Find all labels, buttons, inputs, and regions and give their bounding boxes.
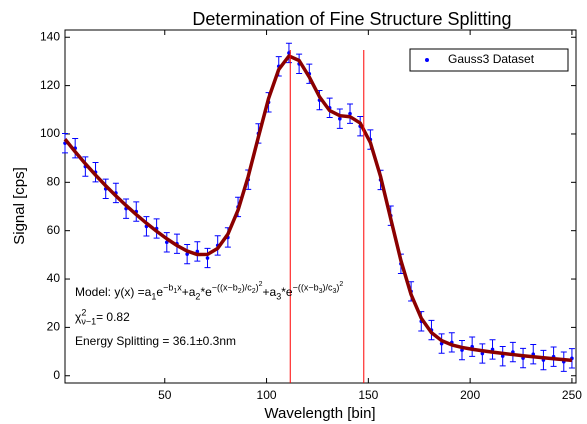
annotation: 3 [319, 288, 323, 295]
annotation: ν−1 [81, 316, 96, 326]
x-axis-label: Wavelength [bin] [264, 405, 375, 422]
annotation: 1 [151, 291, 156, 301]
annotation: 2 [81, 307, 86, 317]
annotation: +a [182, 285, 196, 299]
annotation: 2 [195, 291, 200, 301]
y-tick-label: 80 [47, 174, 61, 188]
annotation: e [156, 285, 163, 299]
annotation: 1 [173, 288, 177, 295]
annotation: 2 [238, 288, 242, 295]
y-tick-label: 120 [40, 78, 60, 92]
y-tick-label: 20 [47, 320, 61, 334]
plot-area [64, 29, 577, 384]
annotation: χ [75, 310, 82, 324]
fit-line [63, 54, 573, 363]
annotation: −b [163, 282, 173, 292]
data-point [195, 249, 200, 254]
chart-title: Determination of Fine Structure Splittin… [192, 9, 511, 29]
data-point [348, 111, 352, 116]
annotation: )/c [322, 282, 332, 292]
y-tick-label: 100 [40, 126, 60, 140]
legend-marker [425, 58, 429, 62]
x-tick-label: 250 [562, 388, 582, 402]
x-tick-label: 150 [358, 388, 378, 402]
annotation: *e [200, 285, 212, 299]
annotation: 2 [252, 288, 256, 295]
data-point [338, 116, 342, 121]
data-point [185, 252, 189, 256]
x-tick-label: 50 [158, 388, 172, 402]
annotation: Energy Splitting = 36.1±0.3nm [75, 334, 236, 348]
data-point [500, 354, 505, 358]
annotation: +a [263, 285, 277, 299]
annotation: 3 [332, 288, 336, 295]
data-point [205, 256, 210, 260]
legend-box [409, 48, 569, 72]
annotation: x [177, 282, 182, 292]
y-tick-label: 60 [47, 223, 61, 237]
annotation: 2 [339, 281, 343, 288]
y-tick-label: 0 [53, 368, 60, 382]
annotation: Model: y(x) =a [75, 285, 152, 299]
annotation: 2 [259, 281, 263, 288]
annotation: ) [336, 282, 339, 292]
y-tick-label: 140 [40, 29, 60, 43]
annotation: ) [256, 282, 259, 292]
annotation: = 0.82 [96, 310, 130, 324]
y-axis-label: Signal [cps] [11, 167, 28, 245]
annotation: −((x−b [212, 282, 238, 292]
annotation: 3 [276, 291, 281, 301]
annotation: *e [281, 285, 293, 299]
y-tick-label: 40 [47, 271, 61, 285]
x-tick-label: 200 [460, 388, 480, 402]
annotation: )/c [242, 282, 252, 292]
annotation: −((x−b [293, 282, 319, 292]
legend-label: Gauss3 Dataset [448, 52, 535, 66]
x-tick-label: 100 [257, 388, 277, 402]
